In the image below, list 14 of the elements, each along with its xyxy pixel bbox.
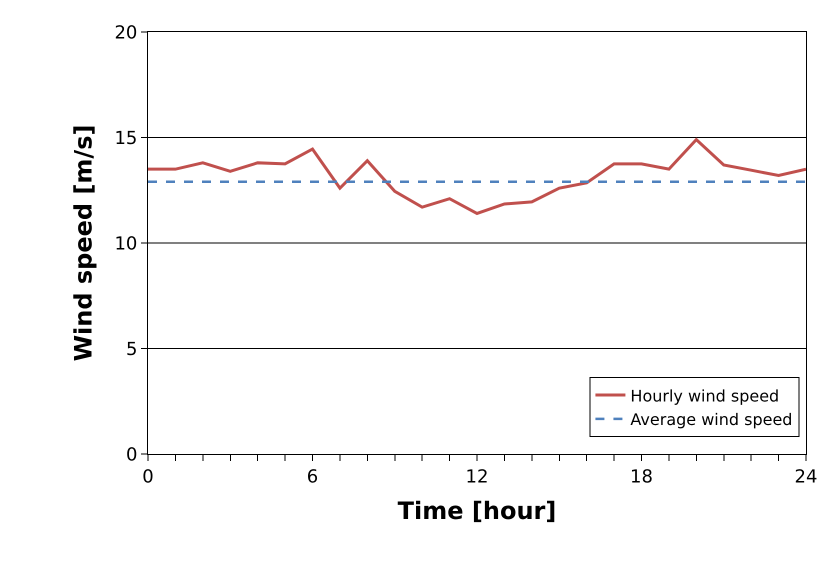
y-tick-label: 5 [126, 338, 138, 360]
x-tick-label: 18 [630, 466, 653, 488]
y-tick-label: 0 [126, 444, 138, 466]
x-axis-title: Time [hour] [398, 496, 556, 525]
x-tick-label: 12 [466, 466, 488, 488]
x-tick-label: 24 [794, 466, 818, 488]
legend-label: Average wind speed [630, 410, 792, 430]
legend-label: Hourly wind speed [630, 386, 780, 406]
x-tick-label: 6 [306, 466, 318, 488]
y-tick-label: 15 [114, 128, 138, 149]
y-axis-title: Wind speed [m/s] [70, 124, 98, 362]
y-tick-label: 10 [114, 233, 138, 254]
y-tick-label: 20 [114, 22, 138, 44]
x-tick-label: 0 [142, 466, 154, 488]
